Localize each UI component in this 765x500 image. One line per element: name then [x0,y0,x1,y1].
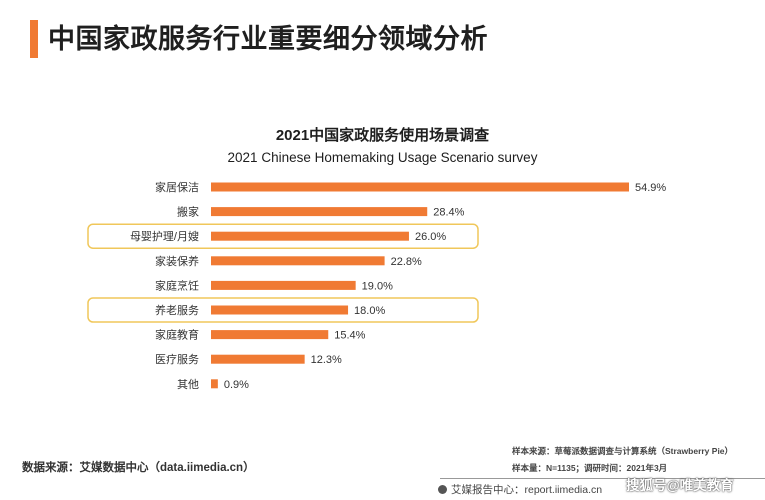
value-label: 15.4% [334,330,365,342]
report-logo-icon [438,485,447,494]
sample-source-note: 样本来源：草莓派数据调查与计算系统（Strawberry Pie） [512,446,734,456]
bar [211,379,218,389]
page-title: 中国家政服务行业重要细分领域分析 [48,24,488,54]
bar [211,207,428,217]
category-label: 家庭烹饪 [155,278,199,292]
bar [211,182,629,192]
value-label: 18.0% [354,305,385,317]
value-label: 19.0% [362,280,393,292]
category-label: 家居保洁 [155,180,199,194]
data-source-note: 数据来源：艾媒数据中心（data.iimedia.cn） [22,462,255,474]
bar [211,305,349,315]
category-label: 家装保养 [155,254,199,268]
category-label: 养老服务 [155,303,199,317]
category-label: 家庭教育 [155,328,199,342]
chart-title: 2021中国家政服务使用场景调查 [275,127,490,144]
report-center-text: 艾媒报告中心：report.iimedia.cn [451,484,603,496]
category-label: 搬家 [177,205,199,219]
value-label: 28.4% [433,207,464,219]
value-label: 22.8% [391,256,422,268]
value-label: 26.0% [415,231,446,243]
sample-size-note: 样本量：N=1135；调研时间：2021年3月 [512,463,668,473]
bar [211,280,356,290]
watermark: 搜狐号@唯美教育 [626,478,734,493]
footer-divider [440,478,765,479]
category-label: 母婴护理/月嫂 [130,229,199,243]
value-label: 12.3% [311,354,342,366]
bar [211,330,329,340]
report-center-footer: 艾媒报告中心：report.iimedia.cn [438,482,602,497]
value-label: 54.9% [635,182,666,194]
bar [211,256,385,266]
chart-subtitle: 2021 Chinese Homemaking Usage Scenario s… [227,150,538,165]
bar [211,354,305,364]
highlight-box [87,223,479,249]
category-label: 其他 [177,378,199,391]
highlight-box [87,297,479,323]
bar [211,231,409,241]
value-label: 0.9% [224,379,249,391]
title-accent-bar [30,20,38,58]
category-label: 医疗服务 [155,352,199,366]
